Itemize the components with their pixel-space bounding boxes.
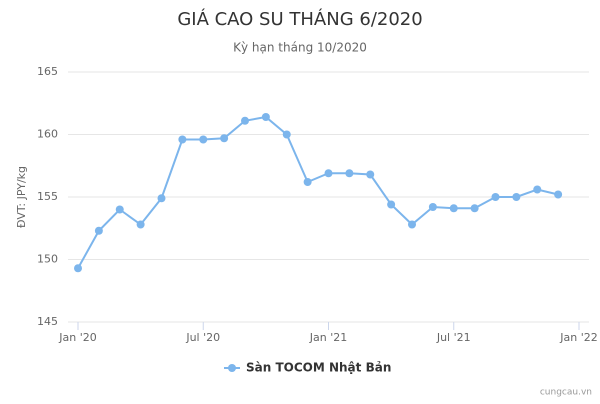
data-point xyxy=(220,134,229,143)
chart-subtitle: Kỳ hạn tháng 10/2020 xyxy=(233,41,367,55)
data-point xyxy=(74,264,82,273)
data-point xyxy=(345,169,354,178)
data-point xyxy=(282,130,291,139)
chart-title: GIÁ CAO SU THÁNG 6/2020 xyxy=(177,8,422,30)
data-point xyxy=(491,193,500,201)
data-point xyxy=(554,190,563,199)
y-axis-label: ĐVT: JPY/kg xyxy=(15,166,28,228)
y-tick-label: 155 xyxy=(37,190,58,203)
x-tick-label: Jul '20 xyxy=(185,331,220,344)
y-tick-label: 145 xyxy=(37,315,58,328)
data-point xyxy=(512,193,521,201)
data-point xyxy=(199,135,208,144)
data-point xyxy=(94,226,103,235)
x-tick-label: Jan '22 xyxy=(559,331,597,344)
data-point xyxy=(261,113,270,121)
legend-label: Sàn TOCOM Nhật Bản xyxy=(246,361,391,375)
data-point xyxy=(324,169,333,178)
data-point xyxy=(387,200,396,209)
data-point xyxy=(449,204,458,213)
data-point xyxy=(428,203,437,211)
data-point xyxy=(178,135,187,144)
data-point xyxy=(241,116,249,125)
y-tick-label: 160 xyxy=(37,128,58,141)
legend-marker xyxy=(228,364,236,372)
data-point xyxy=(533,185,542,194)
y-tick-label: 150 xyxy=(37,253,58,266)
data-point xyxy=(115,205,124,214)
data-point xyxy=(366,170,375,179)
data-point xyxy=(470,204,479,213)
credit: cungcau.vn xyxy=(540,388,592,398)
data-point xyxy=(136,220,145,229)
x-tick-label: Jan '20 xyxy=(58,331,96,344)
x-tick-label: Jul '21 xyxy=(436,331,471,344)
x-tick-label: Jan '21 xyxy=(309,331,347,344)
data-point xyxy=(303,178,312,186)
data-point xyxy=(157,194,166,203)
y-tick-label: 165 xyxy=(37,65,58,78)
data-point xyxy=(408,220,416,229)
